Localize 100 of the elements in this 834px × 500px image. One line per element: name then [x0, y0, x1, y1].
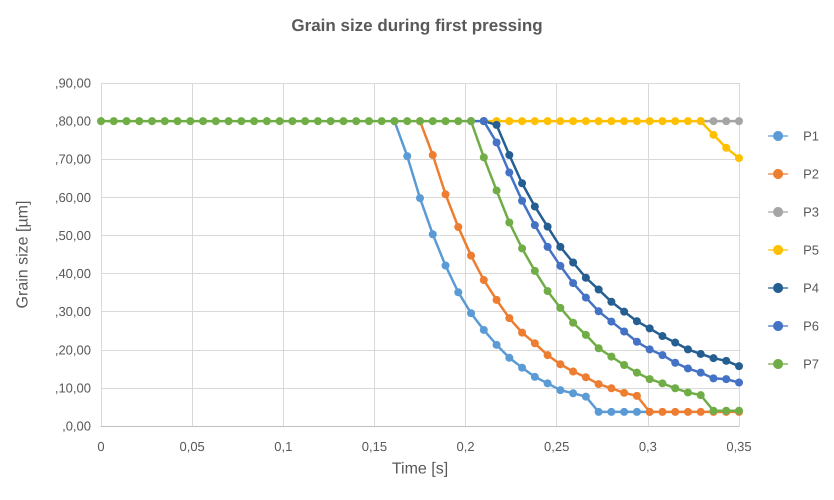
- point: [454, 288, 462, 296]
- point: [594, 286, 603, 294]
- point: [518, 244, 526, 252]
- point: [658, 332, 666, 340]
- y-tick-label: ,40,00: [54, 266, 91, 282]
- point: [632, 338, 641, 346]
- point: [199, 117, 208, 126]
- point: [658, 408, 666, 416]
- x-tick-label: 0,2: [456, 439, 475, 454]
- point: [505, 314, 514, 322]
- point: [646, 324, 654, 332]
- point: [696, 408, 705, 416]
- point: [505, 218, 514, 226]
- point: [378, 117, 386, 126]
- chart-title: Grain size during first pressing: [291, 16, 543, 35]
- point: [620, 408, 628, 416]
- point: [632, 408, 641, 416]
- y-tick-label: ,50,00: [54, 228, 91, 243]
- point: [544, 222, 552, 231]
- point: [709, 374, 718, 382]
- point: [250, 117, 258, 126]
- point: [709, 130, 718, 139]
- point: [594, 380, 603, 388]
- point: [314, 117, 322, 126]
- point: [403, 117, 412, 126]
- point: [467, 309, 476, 318]
- point: [569, 368, 578, 376]
- point: [428, 151, 437, 160]
- point: [620, 308, 628, 316]
- point: [569, 117, 578, 126]
- point: [262, 117, 271, 126]
- point: [428, 117, 437, 126]
- point: [135, 117, 144, 126]
- point: [301, 117, 310, 126]
- point: [110, 117, 118, 126]
- y-axis-title: Grain size [µm]: [14, 200, 32, 308]
- point: [544, 287, 552, 296]
- x-tick-label: 0,15: [362, 439, 388, 454]
- point: [556, 304, 564, 312]
- point: [607, 408, 616, 416]
- point: [442, 117, 450, 126]
- legend-label: P3: [803, 204, 820, 220]
- point: [696, 391, 705, 400]
- point: [556, 386, 564, 394]
- point: [530, 202, 539, 210]
- point: [594, 307, 603, 316]
- point: [505, 117, 514, 126]
- point: [646, 117, 654, 126]
- point: [671, 384, 680, 392]
- point: [696, 350, 705, 358]
- point: [530, 372, 539, 381]
- point: [492, 138, 501, 146]
- point: [671, 338, 680, 347]
- legend-label: P6: [803, 318, 820, 334]
- point: [684, 388, 692, 396]
- point: [658, 379, 666, 388]
- y-tick-label: ,70,00: [54, 152, 91, 167]
- point: [735, 362, 743, 370]
- legend-label: P4: [803, 280, 820, 296]
- point: [352, 117, 360, 126]
- point: [530, 221, 539, 230]
- point: [530, 117, 539, 126]
- point: [569, 258, 578, 266]
- point: [364, 117, 373, 126]
- point: [224, 117, 233, 126]
- point: [122, 117, 131, 126]
- point: [709, 117, 718, 126]
- point: [735, 378, 743, 387]
- point: [620, 361, 628, 370]
- point: [518, 179, 526, 188]
- point: [530, 266, 539, 275]
- point: [339, 117, 348, 126]
- y-tick-label: ,30,00: [54, 304, 91, 320]
- point: [556, 242, 564, 251]
- point: [326, 117, 335, 126]
- point: [454, 117, 462, 126]
- point: [620, 388, 628, 397]
- point: [684, 117, 692, 126]
- point: [569, 318, 578, 327]
- legend-label: P5: [803, 242, 820, 258]
- point: [735, 117, 743, 126]
- point: [186, 117, 194, 126]
- point: [492, 186, 501, 194]
- x-tick-label: 0,35: [726, 439, 752, 454]
- point: [684, 364, 692, 372]
- point: [505, 168, 514, 177]
- point: [671, 408, 680, 416]
- point: [556, 117, 564, 126]
- point: [480, 276, 488, 284]
- point: [582, 274, 590, 282]
- point: [632, 392, 641, 400]
- point: [735, 154, 743, 162]
- point: [569, 389, 578, 398]
- point: [632, 368, 641, 377]
- point: [467, 252, 476, 260]
- y-tick-label: ,60,00: [54, 190, 91, 205]
- point: [416, 194, 424, 202]
- legend-label: P1: [803, 128, 820, 144]
- point: [403, 152, 412, 160]
- point: [505, 354, 514, 362]
